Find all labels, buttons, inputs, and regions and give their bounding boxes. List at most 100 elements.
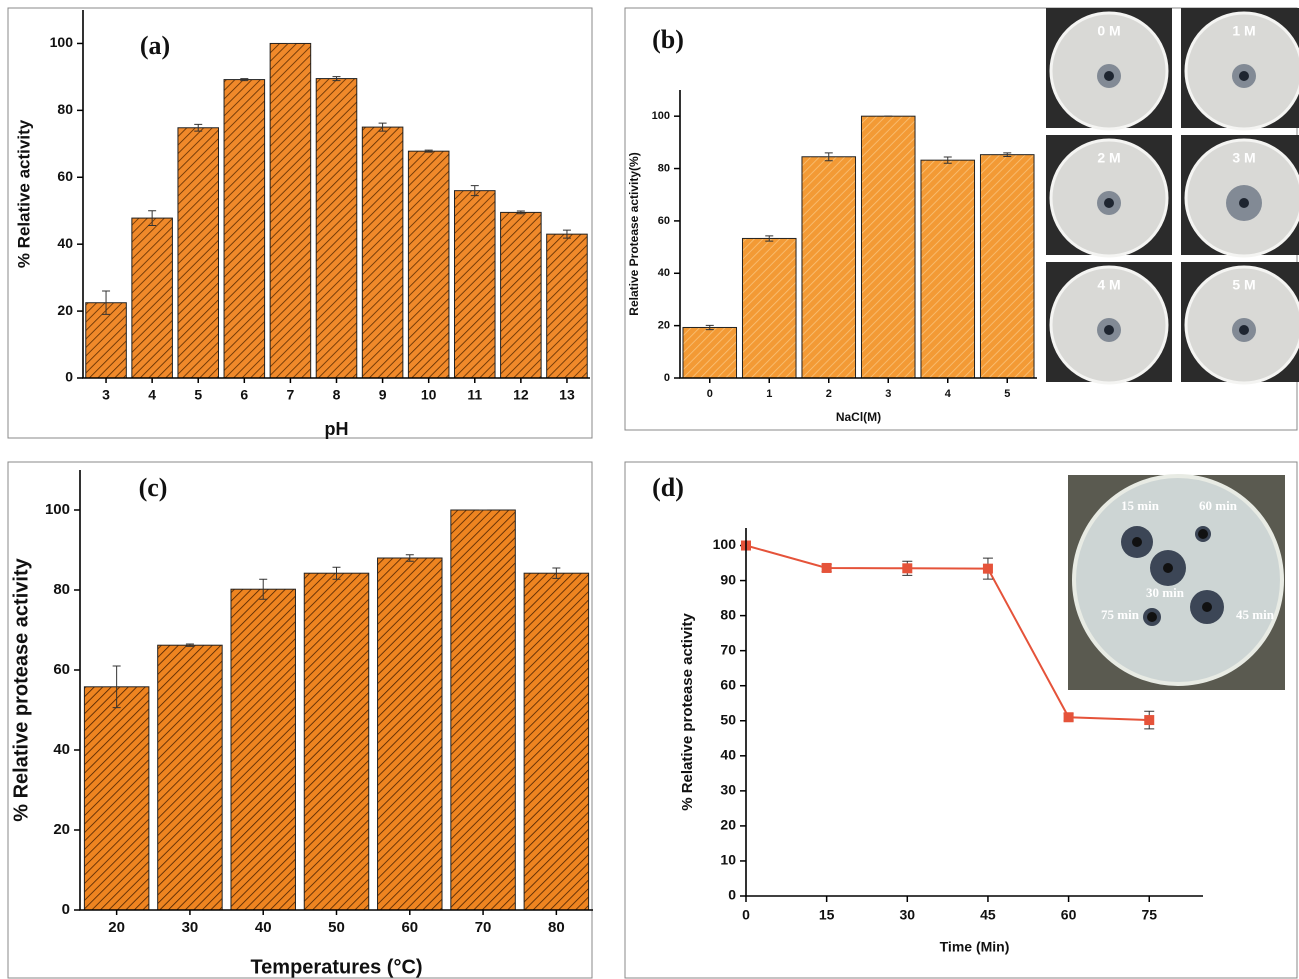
- x-tick-label: 12: [513, 387, 529, 403]
- bar: [682, 326, 738, 379]
- x-tick-label: 30: [900, 907, 916, 923]
- y-tick-label: 10: [720, 852, 736, 868]
- y-tick-label: 40: [53, 741, 70, 758]
- error-bar: [194, 123, 203, 132]
- y-tick-label: 0: [728, 887, 736, 903]
- y-tick-label: 80: [57, 101, 73, 117]
- bar: [377, 557, 443, 911]
- x-axis-label: pH: [325, 419, 349, 439]
- marker: [821, 562, 832, 573]
- error-bar: [1003, 152, 1012, 158]
- well: [1147, 612, 1157, 622]
- error-bar: [112, 665, 121, 709]
- photo-label: 30 min: [1146, 585, 1185, 600]
- well: [1104, 325, 1114, 335]
- x-tick-label: 15: [819, 907, 835, 923]
- y-tick-label: 0: [65, 369, 73, 385]
- panel-frame: [624, 461, 1298, 979]
- y-tick-label: 60: [720, 676, 736, 692]
- x-tick-label: 11: [467, 387, 482, 403]
- error-bar: [102, 290, 111, 315]
- x-tick-label: 75: [1141, 907, 1157, 923]
- y-tick-label: 30: [720, 782, 736, 798]
- error-bar: [516, 210, 525, 215]
- x-tick-label: 13: [559, 387, 575, 403]
- error-bar: [705, 324, 714, 331]
- axis: [679, 90, 1037, 379]
- x-axis-label: Temperatures (°C): [250, 956, 422, 978]
- x-tick-label: 40: [255, 919, 272, 936]
- y-tick-label: 20: [53, 821, 70, 838]
- y-tick-label: 20: [658, 320, 670, 332]
- error-bar: [240, 78, 249, 82]
- bar: [920, 159, 976, 379]
- photo: 3 M: [1181, 135, 1299, 258]
- photo-label: 5 M: [1232, 277, 1255, 293]
- photo: 2 M: [1046, 135, 1172, 258]
- photo-label: 3 M: [1232, 150, 1255, 166]
- error-bar: [148, 210, 157, 226]
- axis: [79, 470, 593, 911]
- panel-label: (b): [652, 25, 684, 54]
- x-tick-label: 5: [194, 387, 202, 403]
- well: [1163, 563, 1173, 573]
- y-axis-label: Relative Protease activity(%): [627, 152, 641, 315]
- bar: [177, 127, 220, 379]
- bar: [500, 211, 542, 379]
- x-tick-label: 9: [379, 387, 387, 403]
- marker: [1063, 712, 1074, 723]
- marker: [982, 563, 993, 574]
- x-tick-label: 6: [240, 387, 248, 403]
- well: [1239, 71, 1249, 81]
- photo-label: 4 M: [1097, 277, 1120, 293]
- panel-label: (a): [140, 31, 170, 60]
- error-bar: [185, 643, 194, 647]
- x-tick-label: 70: [475, 919, 492, 936]
- x-tick-label: 3: [102, 387, 110, 403]
- photo: 1 M: [1181, 8, 1299, 131]
- well: [1104, 71, 1114, 81]
- x-tick-label: 60: [1061, 907, 1077, 923]
- y-tick-label: 40: [658, 267, 670, 279]
- error-bar: [562, 229, 571, 239]
- error-bar: [765, 235, 774, 242]
- marker: [1144, 715, 1155, 726]
- y-tick-label: 100: [713, 536, 737, 552]
- y-tick-label: 80: [720, 606, 736, 622]
- axis: [745, 528, 1203, 897]
- bar: [407, 150, 450, 379]
- photo-label: 2 M: [1097, 150, 1120, 166]
- error-bar: [259, 578, 268, 600]
- bar: [157, 644, 223, 911]
- well: [1239, 198, 1249, 208]
- y-tick-label: 100: [50, 34, 74, 50]
- photo: 5 M: [1181, 262, 1299, 385]
- error-bar: [332, 566, 341, 580]
- y-tick-label: 50: [720, 711, 736, 727]
- bar: [860, 115, 916, 379]
- photo-label: 15 min: [1121, 498, 1160, 513]
- x-tick-label: 10: [421, 387, 437, 403]
- x-tick-label: 2: [826, 388, 832, 400]
- well: [1104, 198, 1114, 208]
- y-tick-label: 20: [720, 817, 736, 833]
- x-tick-label: 5: [1004, 388, 1010, 400]
- panel-label: (c): [139, 473, 168, 502]
- y-tick-label: 0: [62, 901, 70, 918]
- y-tick-label: 20: [57, 302, 73, 318]
- marker: [902, 563, 913, 574]
- y-tick-label: 60: [53, 661, 70, 678]
- y-axis-label: % Relative protease activity: [679, 613, 696, 811]
- y-tick-label: 60: [658, 215, 670, 227]
- bar: [546, 233, 588, 379]
- x-axis-label: Time (Min): [940, 939, 1010, 955]
- panel-label: (d): [652, 473, 684, 502]
- x-axis-label: NaCl(M): [836, 410, 881, 424]
- well: [1202, 602, 1212, 612]
- x-tick-label: 3: [885, 388, 891, 400]
- bar: [269, 42, 312, 379]
- y-tick-label: 0: [664, 372, 670, 384]
- bar: [230, 588, 296, 911]
- photo-label: 45 min: [1236, 607, 1275, 622]
